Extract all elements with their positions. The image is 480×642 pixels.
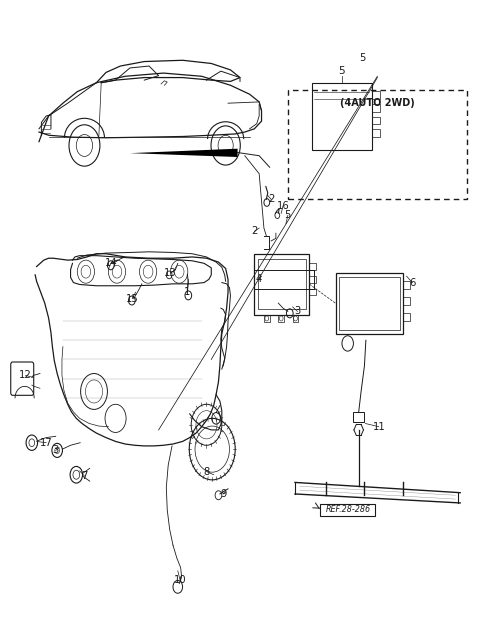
Bar bbox=[264, 315, 270, 322]
Bar bbox=[310, 289, 316, 295]
Text: 17: 17 bbox=[40, 438, 52, 447]
Bar bbox=[403, 313, 410, 321]
Bar bbox=[372, 104, 380, 112]
Text: 5: 5 bbox=[338, 66, 345, 76]
Text: 12: 12 bbox=[19, 370, 32, 381]
Text: REF.28-286: REF.28-286 bbox=[325, 505, 371, 514]
Bar bbox=[310, 276, 316, 282]
Bar bbox=[288, 91, 468, 199]
Bar bbox=[403, 297, 410, 305]
Bar bbox=[336, 273, 403, 334]
Bar bbox=[293, 315, 299, 322]
Bar bbox=[321, 504, 375, 516]
Bar bbox=[278, 315, 284, 322]
Text: 3: 3 bbox=[294, 306, 300, 317]
Text: 11: 11 bbox=[372, 422, 385, 431]
Bar bbox=[258, 259, 306, 309]
Text: 9: 9 bbox=[220, 489, 227, 499]
Polygon shape bbox=[130, 149, 238, 157]
Bar bbox=[254, 270, 314, 289]
Text: 6: 6 bbox=[409, 277, 416, 288]
Text: 5: 5 bbox=[359, 53, 365, 64]
Text: 2: 2 bbox=[251, 227, 258, 236]
Text: 8: 8 bbox=[204, 467, 210, 476]
Bar bbox=[353, 412, 364, 422]
Text: 10: 10 bbox=[174, 575, 187, 586]
Text: 3: 3 bbox=[53, 446, 59, 455]
Text: 16: 16 bbox=[276, 201, 289, 211]
Bar bbox=[338, 277, 400, 330]
Text: 13: 13 bbox=[164, 268, 177, 278]
Text: (4AUTO 2WD): (4AUTO 2WD) bbox=[340, 98, 415, 108]
Bar bbox=[372, 91, 380, 99]
Text: 14: 14 bbox=[105, 258, 117, 268]
Text: 5: 5 bbox=[285, 211, 291, 220]
Bar bbox=[372, 117, 380, 125]
Text: 1: 1 bbox=[184, 287, 191, 297]
Bar bbox=[403, 281, 410, 289]
Text: 4: 4 bbox=[256, 274, 262, 284]
Text: 15: 15 bbox=[126, 293, 139, 304]
Text: 7: 7 bbox=[81, 471, 88, 481]
Bar bbox=[254, 254, 310, 315]
Bar bbox=[372, 130, 380, 137]
Text: 2: 2 bbox=[268, 195, 274, 204]
Bar bbox=[310, 263, 316, 270]
